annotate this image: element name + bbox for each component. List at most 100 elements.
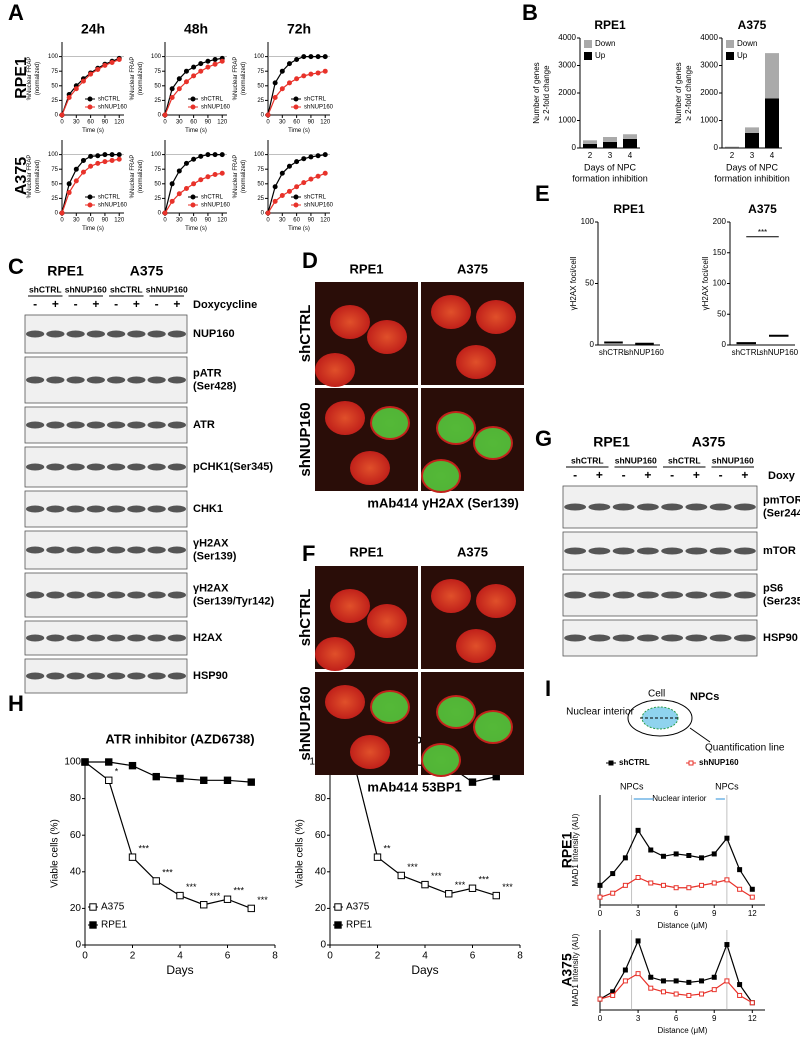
nucleus <box>325 685 365 719</box>
data-point <box>711 851 717 857</box>
data-point <box>191 156 197 162</box>
legend-label: shCTRL <box>98 195 121 201</box>
data-point <box>80 78 86 84</box>
data-point <box>635 827 641 833</box>
row-label: shCTRL <box>297 589 314 647</box>
blot-band <box>66 591 85 599</box>
panel-letter: I <box>545 676 551 701</box>
data-point <box>66 190 72 196</box>
panel-letter: H <box>8 691 24 716</box>
data-point <box>322 152 328 158</box>
significance: *** <box>431 871 442 881</box>
panel-letter: F <box>302 541 315 566</box>
y-tick-label: 100 <box>64 757 81 768</box>
data-point <box>198 61 204 67</box>
blot-band <box>661 503 684 511</box>
data-point <box>279 86 285 92</box>
bar <box>745 127 759 133</box>
blot-band <box>733 591 756 599</box>
data-point <box>102 152 108 158</box>
x-tick-label: 12 <box>748 909 757 918</box>
legend-label: Down <box>595 39 615 48</box>
row-label: shNUP160 <box>297 402 314 476</box>
y-tick-label: 0 <box>75 940 81 951</box>
treatment-sign: + <box>596 468 603 482</box>
column-label: RPE1 <box>350 544 384 559</box>
nucleus <box>367 604 407 638</box>
data-point <box>635 938 641 944</box>
x-tick-label: 60 <box>293 218 300 224</box>
significance: *** <box>257 895 268 905</box>
treatment-label: Doxy <box>768 470 796 482</box>
legend-label: Up <box>737 51 748 60</box>
y-tick-label: 100 <box>48 152 59 158</box>
x-tick-label: 3 <box>608 151 613 160</box>
blot-band <box>709 503 732 511</box>
legend-label: shNUP160 <box>98 105 128 111</box>
data-point <box>660 882 666 888</box>
nucleus-green <box>372 408 408 438</box>
bar <box>725 146 739 148</box>
data-point <box>373 853 382 861</box>
x-tick-label: 60 <box>190 120 197 126</box>
panel-letter: B <box>522 0 538 25</box>
blot-band <box>588 591 611 599</box>
significance: *** <box>162 867 173 877</box>
data-point <box>176 168 182 174</box>
blot-band <box>167 421 186 429</box>
x-tick-label: shCTRL <box>732 348 762 357</box>
y-tick-label: 0 <box>572 143 577 152</box>
blot-band <box>612 547 635 555</box>
shrna-label: shNUP160 <box>146 284 188 294</box>
blot-band <box>86 421 105 429</box>
blot-band <box>612 503 635 511</box>
data-point <box>169 86 175 92</box>
data-point <box>66 181 72 187</box>
x-tick-label: 6 <box>470 951 476 962</box>
blot-band <box>26 591 45 599</box>
data-point <box>116 156 122 162</box>
blot-band <box>127 546 146 554</box>
y-tick-label: 50 <box>585 279 594 288</box>
legend-label: Up <box>595 51 606 60</box>
x-tick-label: 2 <box>588 151 593 160</box>
data-point <box>219 170 225 176</box>
legend-label: shCTRL <box>201 97 224 103</box>
blot-band <box>66 376 85 384</box>
y-tick-label: 2000 <box>558 88 576 97</box>
y-tick-label: 4000 <box>558 33 576 42</box>
data-point <box>169 181 175 187</box>
chart-title: 48h <box>184 21 208 37</box>
data-point <box>95 160 101 166</box>
shrna-label: shCTRL <box>571 455 604 465</box>
y-axis-label: %Nuclear FRAP <box>130 155 136 199</box>
band-label: (Ser139/Tyr142) <box>193 595 274 607</box>
data-point <box>152 877 160 885</box>
chart-title: 24h <box>81 21 105 37</box>
nucleus <box>315 353 355 387</box>
blot-band <box>127 463 146 471</box>
legend-label: shNUP160 <box>304 203 334 209</box>
panel-letter: G <box>535 426 552 451</box>
data-point <box>169 198 175 204</box>
blot-band <box>612 634 635 642</box>
significance: *** <box>758 228 767 237</box>
x-tick-label: 3 <box>636 909 641 918</box>
data-point <box>421 880 429 889</box>
data-point <box>749 1000 755 1006</box>
data-point <box>397 871 405 880</box>
blot-band <box>86 634 105 642</box>
data-point <box>128 761 137 770</box>
blot-band <box>661 634 684 642</box>
treatment-sign: - <box>114 297 118 311</box>
nucleus-green <box>372 692 408 722</box>
blot-band <box>147 634 166 642</box>
data-point <box>102 159 108 165</box>
data-point <box>205 152 211 158</box>
data-point <box>95 153 101 159</box>
x-tick-label: 30 <box>176 120 183 126</box>
data-point <box>223 895 232 903</box>
data-point <box>223 776 232 784</box>
y-tick-label: 0 <box>55 211 59 217</box>
blot-band <box>26 463 45 471</box>
